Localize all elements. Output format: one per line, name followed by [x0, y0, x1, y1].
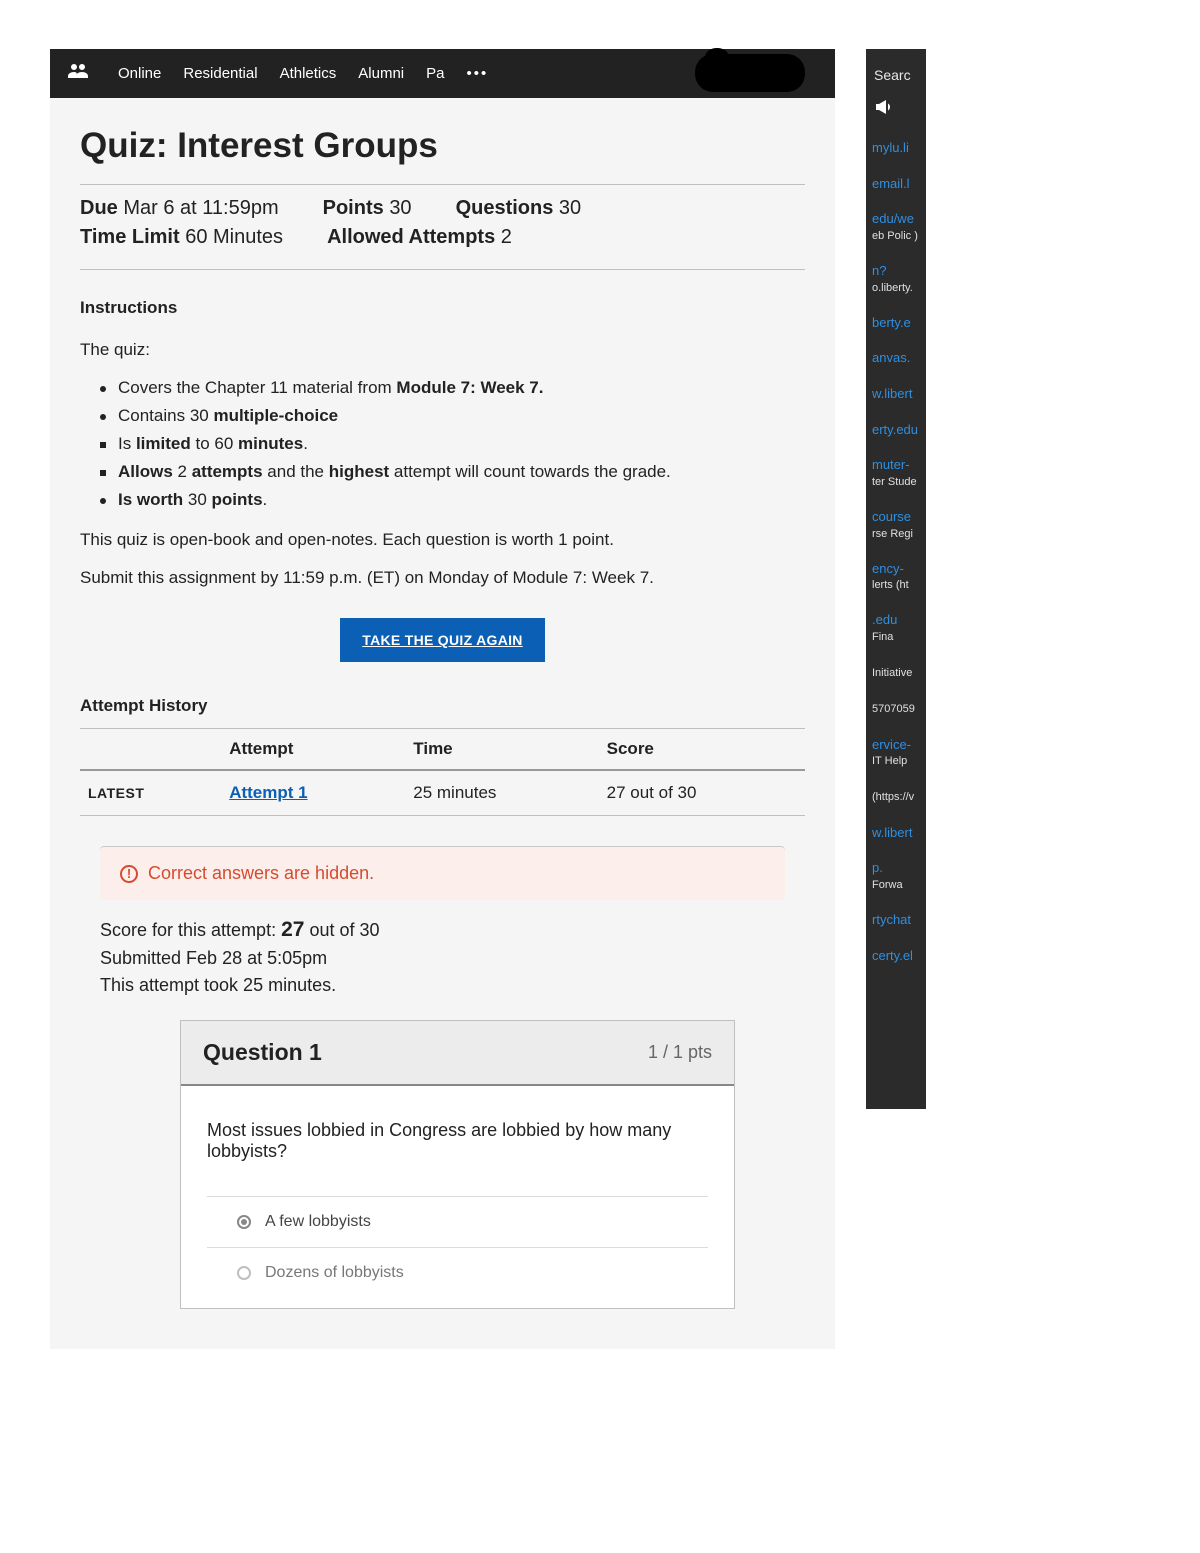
take-quiz-again-button[interactable]: TAKE THE QUIZ AGAIN — [340, 618, 544, 662]
meta-time-limit: Time Limit 60 Minutes — [80, 226, 283, 249]
sidebar-link-item[interactable]: ency-lerts (ht — [866, 551, 926, 603]
answer-option[interactable]: A few lobbyists — [207, 1196, 708, 1247]
instructions-list: Covers the Chapter 11 material from Modu… — [100, 378, 805, 510]
sidebar-link-item[interactable]: 5707059 — [866, 690, 926, 726]
table-header: Time — [405, 729, 598, 771]
list-item: Covers the Chapter 11 material from Modu… — [100, 378, 805, 398]
list-item: Is worth 30 points. — [100, 490, 805, 510]
sidebar-link-item[interactable]: certy.el — [866, 938, 926, 974]
sidebar-link-item[interactable]: w.libert — [866, 376, 926, 412]
nav-link[interactable]: Pa — [426, 65, 444, 82]
radio-icon — [237, 1266, 251, 1280]
megaphone-icon[interactable] — [866, 89, 926, 130]
nav-link[interactable]: Alumni — [358, 65, 404, 82]
answers-hidden-text: Correct answers are hidden. — [148, 863, 374, 884]
latest-tag: LATEST — [88, 785, 144, 801]
meta-questions: Questions 30 — [456, 197, 582, 220]
question-title: Question 1 — [203, 1039, 322, 1066]
sidebar-link-item[interactable]: w.libert — [866, 815, 926, 851]
quiz-meta: Due Mar 6 at 11:59pm Points 30 Questions… — [80, 184, 805, 270]
sidebar-link-item[interactable]: p.Forwa — [866, 850, 926, 902]
people-icon[interactable] — [68, 63, 88, 84]
answers-list: A few lobbyists Dozens of lobbyists — [207, 1196, 708, 1298]
attempt-time: 25 minutes — [405, 770, 598, 816]
meta-allowed-attempts: Allowed Attempts 2 — [327, 226, 512, 249]
answer-option[interactable]: Dozens of lobbyists — [207, 1247, 708, 1298]
attempt-score: 27 out of 30 — [599, 770, 805, 816]
list-item: Is limited to 60 minutes. — [100, 434, 805, 454]
list-item: Allows 2 attempts and the highest attemp… — [100, 462, 805, 482]
search-label[interactable]: Searc — [866, 61, 926, 89]
sidebar-link-item[interactable]: (https://v — [866, 778, 926, 814]
radio-icon — [237, 1215, 251, 1229]
answers-hidden-banner: ! Correct answers are hidden. — [100, 846, 785, 900]
warning-icon: ! — [120, 865, 138, 883]
table-header — [80, 729, 221, 771]
nav-links-container: Online Residential Athletics Alumni Pa — [118, 65, 467, 82]
sidebar-link-item[interactable]: courserse Regi — [866, 499, 926, 551]
meta-points: Points 30 — [323, 197, 412, 220]
attempt-history-table: AttemptTimeScore LATEST Attempt 1 25 minut… — [80, 728, 805, 816]
score-line: Score for this attempt: 27 out of 30 — [100, 918, 785, 942]
question-text: Most issues lobbied in Congress are lobb… — [207, 1120, 708, 1162]
intro-text: The quiz: — [80, 340, 805, 360]
meta-due: Due Mar 6 at 11:59pm — [80, 197, 279, 220]
sidebar-link-item[interactable]: berty.e — [866, 305, 926, 341]
answer-label: A few lobbyists — [265, 1213, 371, 1231]
body-paragraph-1: This quiz is open-book and open-notes. E… — [80, 530, 805, 550]
nav-link[interactable]: Athletics — [280, 65, 337, 82]
sidebar-link-item[interactable]: anvas. — [866, 340, 926, 376]
submitted-line: Submitted Feb 28 at 5:05pm — [100, 948, 785, 969]
attempt-summary: Score for this attempt: 27 out of 30 Sub… — [100, 918, 785, 996]
table-header: Attempt — [221, 729, 405, 771]
top-nav-bar: Online Residential Athletics Alumni Pa ••• — [50, 49, 835, 98]
answer-label: Dozens of lobbyists — [265, 1264, 404, 1282]
sidebar-link-item[interactable]: Initiative — [866, 654, 926, 690]
sidebar-link-item[interactable]: mylu.li — [866, 130, 926, 166]
sidebar-link-item[interactable]: erty.edu — [866, 412, 926, 448]
nav-more-icon[interactable]: ••• — [467, 65, 489, 82]
question-header: Question 1 1 / 1 pts — [181, 1021, 734, 1086]
table-row: LATEST Attempt 1 25 minutes27 out of 30 — [80, 770, 805, 816]
list-item: Contains 30 multiple-choice — [100, 406, 805, 426]
redacted-user-area — [695, 54, 805, 92]
sidebar-link-item[interactable]: .eduFina — [866, 602, 926, 654]
nav-link[interactable]: Online — [118, 65, 161, 82]
sidebar-link-item[interactable]: email.l — [866, 166, 926, 202]
main-window: Online Residential Athletics Alumni Pa ••• Q… — [50, 49, 835, 1349]
question-card: Question 1 1 / 1 pts Most issues lobbied… — [180, 1020, 735, 1309]
instructions-heading: Instructions — [80, 298, 805, 318]
sidebar-link-item[interactable]: muter-ter Stude — [866, 447, 926, 499]
question-points: 1 / 1 pts — [648, 1042, 712, 1063]
table-header: Score — [599, 729, 805, 771]
duration-line: This attempt took 25 minutes. — [100, 975, 785, 996]
sidebar-link-item[interactable]: edu/weeb Polic ) — [866, 201, 926, 253]
body-paragraph-2: Submit this assignment by 11:59 p.m. (ET… — [80, 568, 805, 588]
content-area: Quiz: Interest Groups Due Mar 6 at 11:59… — [50, 98, 835, 1349]
sidebar-link-item[interactable]: ervice-IT Help — [866, 727, 926, 779]
sidebar-link-item[interactable]: n?o.liberty. — [866, 253, 926, 305]
nav-link[interactable]: Residential — [183, 65, 257, 82]
sidebar-link-item[interactable]: rtychat — [866, 902, 926, 938]
attempt-history-heading: Attempt History — [80, 696, 805, 716]
attempt-link[interactable]: Attempt 1 — [229, 783, 307, 802]
right-sidebar: Searc mylu.liemail.ledu/weeb Polic )n?o.… — [866, 49, 926, 1109]
page-title: Quiz: Interest Groups — [80, 126, 805, 166]
